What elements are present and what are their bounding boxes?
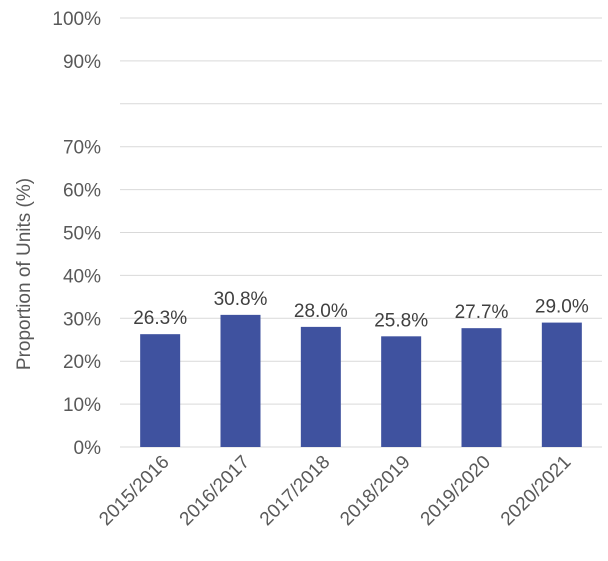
y-tick-label: 30%	[63, 309, 101, 330]
bar	[541, 322, 582, 447]
x-axis-ticks: 2015/2016 2016/2017 2017/2018 2018/2019 2019…	[95, 452, 575, 530]
y-tick-label: 50%	[63, 224, 101, 245]
y-axis-label: Proportion of Units (%)	[14, 178, 35, 370]
y-tick-label: 40%	[63, 266, 101, 287]
data-label: 26.3%	[133, 308, 187, 329]
bar	[140, 334, 181, 447]
data-label: 30.8%	[214, 289, 268, 310]
y-tick-label: 60%	[63, 181, 101, 202]
y-tick-label: 10%	[63, 395, 101, 416]
bar	[300, 326, 341, 447]
y-tick-label: 70%	[63, 138, 101, 159]
x-tick-label: 2018/2019	[336, 452, 414, 530]
y-tick-label: 0%	[74, 438, 102, 459]
data-label: 29.0%	[535, 297, 589, 318]
x-tick-label: 2015/2016	[95, 452, 173, 530]
bar	[461, 328, 502, 447]
gridlines	[120, 17, 602, 448]
data-labels: 26.3% 30.8% 28.0% 25.8% 27.7% 29.0%	[133, 289, 589, 331]
x-tick-label: 2016/2017	[176, 452, 254, 530]
data-label: 28.0%	[294, 301, 348, 322]
x-tick-label: 2019/2020	[417, 452, 495, 530]
bar	[381, 336, 422, 447]
x-tick-label: 2017/2018	[256, 452, 334, 530]
y-axis-ticks: 0% 10% 20% 30% 40% 50% 60% 70% 90% 100%	[52, 9, 101, 459]
bar	[220, 314, 261, 447]
y-tick-label: 90%	[63, 52, 101, 73]
y-tick-label: 100%	[52, 9, 101, 30]
x-tick-label: 2020/2021	[497, 452, 575, 530]
data-label: 27.7%	[455, 302, 509, 323]
y-tick-label: 20%	[63, 352, 101, 373]
data-label: 25.8%	[374, 310, 428, 331]
bars	[140, 314, 582, 447]
